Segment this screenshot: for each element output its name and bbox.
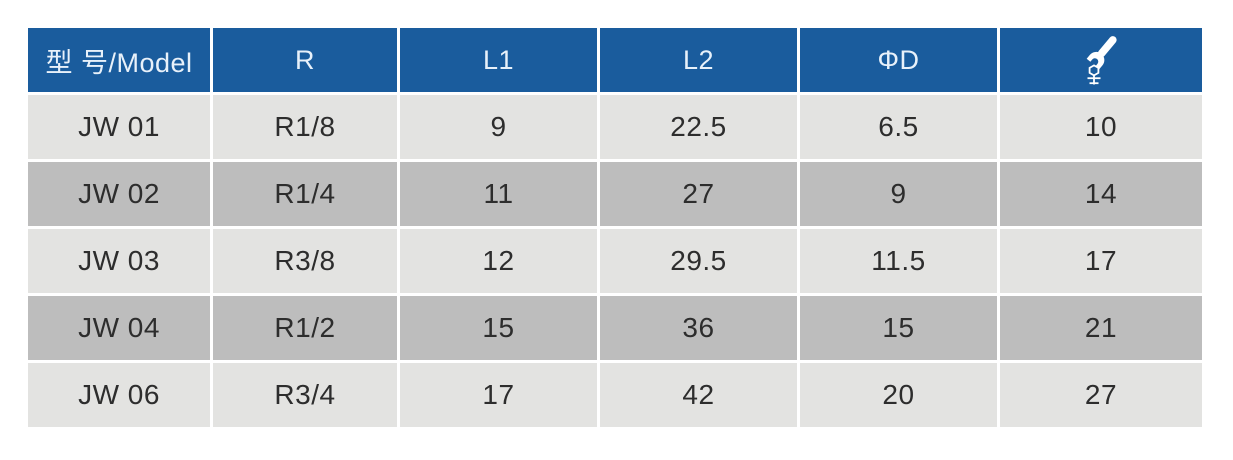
table-cell: JW 06 <box>28 363 210 427</box>
table-cell: JW 02 <box>28 162 210 226</box>
header-wrench-size <box>1000 28 1202 92</box>
table-cell: 14 <box>1000 162 1202 226</box>
table-cell: 15 <box>800 296 997 360</box>
table-cell: 20 <box>800 363 997 427</box>
header-l2: L2 <box>600 28 797 92</box>
table-cell: R1/8 <box>213 95 397 159</box>
table-cell: 29.5 <box>600 229 797 293</box>
table-cell: 11.5 <box>800 229 997 293</box>
header-l1: L1 <box>400 28 597 92</box>
header-r: R <box>213 28 397 92</box>
table-cell: 15 <box>400 296 597 360</box>
table-cell: 42 <box>600 363 797 427</box>
header-phi-d: ΦD <box>800 28 997 92</box>
table-cell: 27 <box>600 162 797 226</box>
table-cell: R1/4 <box>213 162 397 226</box>
wrench-nut-size-icon <box>1086 36 1117 85</box>
table-cell: 11 <box>400 162 597 226</box>
table-cell: 36 <box>600 296 797 360</box>
header-model: 型 号/Model <box>28 28 210 92</box>
table-cell: JW 04 <box>28 296 210 360</box>
table-cell: JW 03 <box>28 229 210 293</box>
table-cell: 21 <box>1000 296 1202 360</box>
table-cell: 6.5 <box>800 95 997 159</box>
table-cell: 22.5 <box>600 95 797 159</box>
table-cell: 17 <box>1000 229 1202 293</box>
table-cell: 27 <box>1000 363 1202 427</box>
table-cell: 9 <box>800 162 997 226</box>
table-cell: R3/8 <box>213 229 397 293</box>
table-cell: 9 <box>400 95 597 159</box>
table-cell: 17 <box>400 363 597 427</box>
table-cell: R3/4 <box>213 363 397 427</box>
table-cell: R1/2 <box>213 296 397 360</box>
table-cell: 10 <box>1000 95 1202 159</box>
table-cell: JW 01 <box>28 95 210 159</box>
spec-table: 型 号/Model R L1 L2 ΦD JW 01 R1/8 9 22.5 6… <box>28 28 1202 427</box>
table-cell: 12 <box>400 229 597 293</box>
